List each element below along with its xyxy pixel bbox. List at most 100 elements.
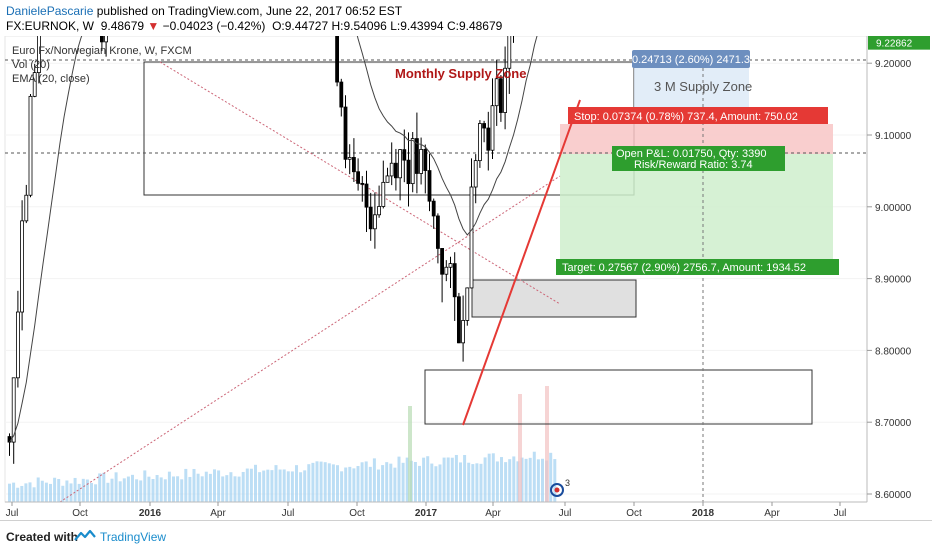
volume-bar	[471, 464, 475, 502]
candle-body	[410, 138, 415, 185]
candle-body	[431, 200, 436, 217]
price-tick-label: 8.90000	[875, 275, 912, 286]
volume-bar	[344, 467, 348, 502]
range-tag-bg	[632, 50, 750, 68]
volume-bar	[467, 462, 471, 502]
volume-bar	[135, 479, 139, 502]
open-pl-text: Open P&L: 0.01750, Qty: 3390	[616, 148, 766, 160]
price-tick-label: 8.80000	[875, 346, 912, 357]
stop-tag-bg	[568, 107, 828, 124]
chart-header: DanielePascarie published on TradingView…	[0, 0, 932, 36]
candle-body	[402, 149, 407, 161]
tradingview-logo-icon[interactable]	[74, 529, 96, 543]
candle-body	[406, 159, 411, 185]
price-axis[interactable]: 9.800009.700009.600009.500009.400009.300…	[866, 36, 912, 502]
volume-bar	[356, 466, 360, 502]
volume-bar	[114, 472, 118, 502]
candle-body	[494, 78, 499, 107]
volume-bar	[282, 469, 286, 502]
price-tag-label: 9.22862	[876, 39, 913, 50]
volume-bar	[65, 480, 69, 502]
time-tick-label: Jul	[559, 508, 572, 519]
candle-body	[389, 162, 394, 177]
volume-bar	[32, 487, 36, 502]
candle-body	[469, 186, 474, 289]
volume-bar	[176, 476, 180, 502]
volume-bar	[278, 469, 282, 502]
volume-bar	[40, 480, 44, 502]
time-tick-label: 2017	[415, 508, 438, 519]
low-zone-box[interactable]	[424, 369, 813, 425]
tradingview-brand[interactable]: TradingView	[100, 530, 167, 544]
volume-bar	[475, 463, 479, 502]
volume-bar	[553, 459, 557, 502]
volume-bar	[368, 466, 372, 502]
author-link[interactable]: DanielePascarie	[6, 4, 94, 18]
volume-bar	[512, 456, 516, 502]
volume-bar	[413, 461, 417, 502]
volume-bar	[483, 457, 487, 502]
volume-bar	[295, 465, 298, 502]
volume-bar	[450, 457, 454, 502]
volume-bar	[495, 461, 499, 502]
volume-bar	[143, 470, 147, 502]
down-arrow-icon: ▼	[147, 19, 160, 33]
legend-volume: Vol (20)	[12, 59, 50, 71]
alert-icon[interactable]	[550, 483, 564, 497]
symbol-label[interactable]: FX:EURNOK, W	[6, 19, 95, 33]
candle-body	[482, 123, 487, 129]
volume-bar	[229, 472, 233, 502]
volume-bar	[237, 476, 241, 502]
high-value: H:9.54096	[331, 19, 387, 33]
volume-bar	[126, 476, 130, 502]
volume-bar	[541, 458, 544, 502]
risk-reward-text: Risk/Reward Ratio: 3.74	[634, 159, 753, 171]
candle-body	[444, 266, 449, 275]
volume-bar	[192, 468, 196, 502]
candle-body	[356, 171, 361, 184]
volume-bar	[459, 462, 462, 502]
volume-bar	[233, 476, 237, 502]
volume-bar	[270, 470, 274, 502]
candle-body	[104, 36, 108, 43]
volume-bar	[504, 462, 508, 502]
volume-bar	[434, 466, 438, 502]
low-value: L:9.43994	[390, 19, 444, 33]
candle-body	[398, 149, 403, 179]
volume-bar	[204, 471, 208, 502]
target-zone[interactable]	[560, 154, 833, 259]
volume-bar	[213, 469, 216, 502]
volume-bar	[28, 482, 32, 502]
demand-zone-box[interactable]	[471, 279, 637, 318]
price-tick-label: 9.00000	[875, 203, 912, 214]
red-trendline[interactable]	[462, 99, 581, 426]
candle-body	[452, 263, 457, 298]
volume-bar	[524, 458, 528, 502]
volume-bar	[167, 471, 171, 502]
price-chart[interactable]: Monthly Supply Zone 3 M Supply Zone 0.24…	[0, 36, 932, 520]
price-tick-label: 9.20000	[875, 59, 912, 70]
volume-bar	[299, 472, 303, 502]
three-month-supply-label: 3 M Supply Zone	[654, 79, 752, 94]
candle-body	[419, 149, 424, 174]
time-axis[interactable]: Jul Oct 2016 Apr Jul Oct 2017 Apr Jul Oct 2018 Apr J…	[6, 502, 847, 519]
volume-bar	[49, 483, 52, 502]
volume-bar	[274, 465, 278, 502]
time-tick-label: Apr	[210, 508, 226, 519]
volume-bar	[180, 479, 184, 502]
candle-body	[11, 377, 16, 443]
volume-bar	[426, 456, 430, 502]
candle-body	[32, 72, 37, 97]
volume-bar	[323, 462, 327, 502]
volume-bar	[245, 468, 249, 502]
volume-bar	[77, 483, 81, 502]
candle-body	[490, 105, 495, 151]
volume-bar	[422, 457, 426, 502]
time-tick-label: Jul	[6, 508, 19, 519]
volume-bar	[110, 478, 114, 502]
candle-body	[507, 36, 512, 69]
time-tick-label: 2016	[139, 508, 162, 519]
volume-bar	[94, 484, 98, 502]
change-value: −0.04023 (−0.42%)	[162, 19, 266, 33]
volume-bar	[454, 454, 458, 502]
